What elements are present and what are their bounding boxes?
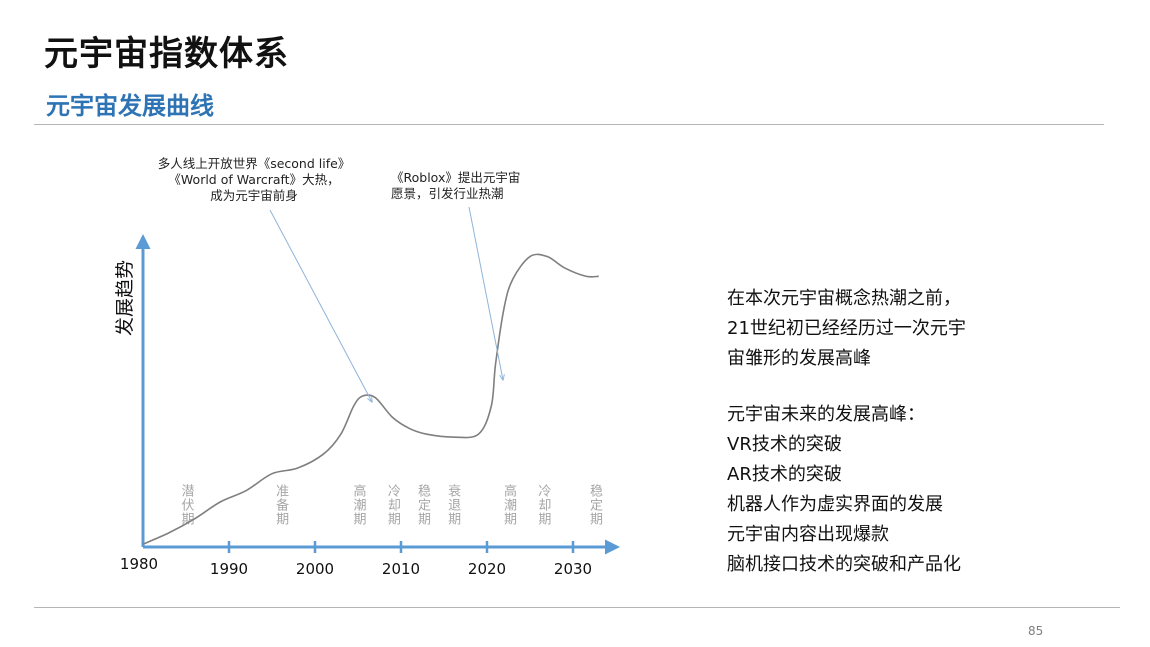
page-number: 85 (1028, 624, 1044, 638)
annotation-text: 多人线上开放世界《second life》 (158, 156, 351, 171)
side-panel: 在本次元宇宙概念热潮之前， 21世纪初已经经历过一次元宇 宙雏形的发展高峰 元宇… (727, 284, 1057, 580)
phase-label: 稳定期 (415, 483, 431, 526)
y-axis-label: 发展趋势 (114, 260, 136, 336)
x-tick-label: 2010 (382, 560, 420, 578)
future-heading: 元宇宙未来的发展高峰： (727, 404, 925, 425)
future-item: 机器人作为虚实界面的发展 (727, 494, 943, 515)
phase-label: 衰退期 (445, 483, 461, 526)
phase-label: 冷却期 (535, 484, 551, 526)
x-tick-label: 2020 (468, 560, 506, 578)
top-divider (34, 124, 1104, 125)
intro-line: 21世纪初已经经历过一次元宇 (727, 318, 966, 339)
x-tick-label: 2000 (296, 560, 334, 578)
annotation-text: 成为元宇宙前身 (210, 188, 298, 203)
phase-label: 冷却期 (385, 484, 401, 526)
annotation-arrow (269, 209, 372, 402)
phase-label: 潜伏期 (179, 484, 195, 526)
annotations: 多人线上开放世界《second life》《World of Warcraft》… (158, 156, 520, 402)
phase-labels: 潜伏期 准备期 高潮期 冷却期 稳定期 衰退期 高潮期 冷却期 稳定期 (179, 483, 603, 526)
annotation-arrow (468, 206, 503, 380)
phase-label: 高潮期 (351, 483, 367, 526)
phase-label: 高潮期 (501, 483, 517, 526)
intro-line: 在本次元宇宙概念热潮之前， (727, 288, 961, 309)
annotation-text: 《World of Warcraft》大热， (168, 172, 339, 187)
x-tick-label: 1990 (210, 560, 248, 578)
page-title: 元宇宙指数体系 (44, 34, 289, 74)
x-tick-label: 2030 (554, 560, 592, 578)
phase-label: 稳定期 (587, 483, 603, 526)
trend-curve-line (142, 253, 599, 545)
bottom-divider (34, 607, 1120, 608)
future-item: 脑机接口技术的突破和产品化 (727, 554, 961, 575)
page-subtitle: 元宇宙发展曲线 (46, 92, 214, 120)
annotation-text: 愿景，引发行业热潮 (391, 186, 504, 201)
intro-line: 宙雏形的发展高峰 (727, 348, 871, 369)
trend-curve (142, 253, 599, 545)
axes: 发展趋势 1980 1990 2000 2010 2020 2030 (114, 234, 620, 578)
future-item: VR技术的突破 (727, 434, 842, 455)
phase-label: 准备期 (273, 484, 289, 526)
x-tick-label: 1980 (120, 555, 158, 573)
future-item: AR技术的突破 (727, 464, 842, 485)
future-item: 元宇宙内容出现爆款 (727, 524, 889, 545)
annotation-text: 《Roblox》提出元宇宙 (391, 170, 520, 185)
